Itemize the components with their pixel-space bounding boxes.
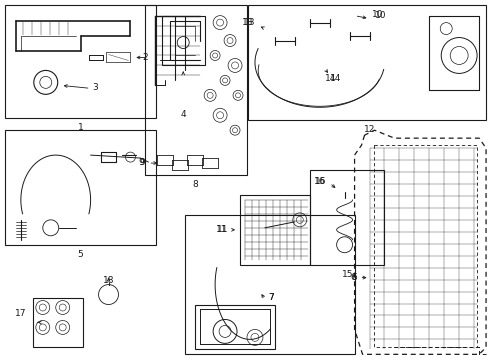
Bar	[5, 130, 156, 245]
Text: 11: 11	[216, 225, 227, 234]
Text: 2: 2	[142, 53, 148, 62]
Text: 18: 18	[102, 276, 114, 285]
Text: 4: 4	[180, 110, 185, 119]
Text: 13: 13	[243, 18, 254, 27]
Text: 10: 10	[371, 10, 382, 19]
Text: 16: 16	[314, 177, 325, 186]
Text: 3: 3	[92, 83, 98, 92]
Text: 6: 6	[350, 273, 356, 282]
Bar	[309, 170, 384, 265]
Text: 17: 17	[15, 309, 27, 318]
Text: 11: 11	[215, 225, 226, 234]
Bar	[247, 5, 485, 120]
Bar	[5, 5, 156, 118]
Text: 9: 9	[140, 158, 145, 167]
Text: 1: 1	[78, 123, 83, 132]
Text: 15: 15	[341, 270, 353, 279]
Text: 7: 7	[267, 293, 273, 302]
Text: 8: 8	[192, 180, 198, 189]
Bar	[185, 215, 354, 354]
Text: 10: 10	[374, 11, 385, 20]
Text: 14: 14	[324, 74, 335, 83]
Bar	[145, 5, 246, 175]
Bar	[33, 298, 82, 347]
Text: 12: 12	[363, 125, 374, 134]
Text: 5: 5	[78, 250, 83, 259]
Text: 7: 7	[267, 293, 273, 302]
Text: 9: 9	[139, 158, 144, 167]
Text: 14: 14	[329, 74, 340, 83]
Bar	[162, 15, 205, 66]
Text: 6: 6	[351, 273, 357, 282]
Text: 16: 16	[315, 177, 326, 186]
Bar	[195, 305, 274, 349]
Bar	[240, 195, 309, 265]
Text: 13: 13	[241, 18, 252, 27]
